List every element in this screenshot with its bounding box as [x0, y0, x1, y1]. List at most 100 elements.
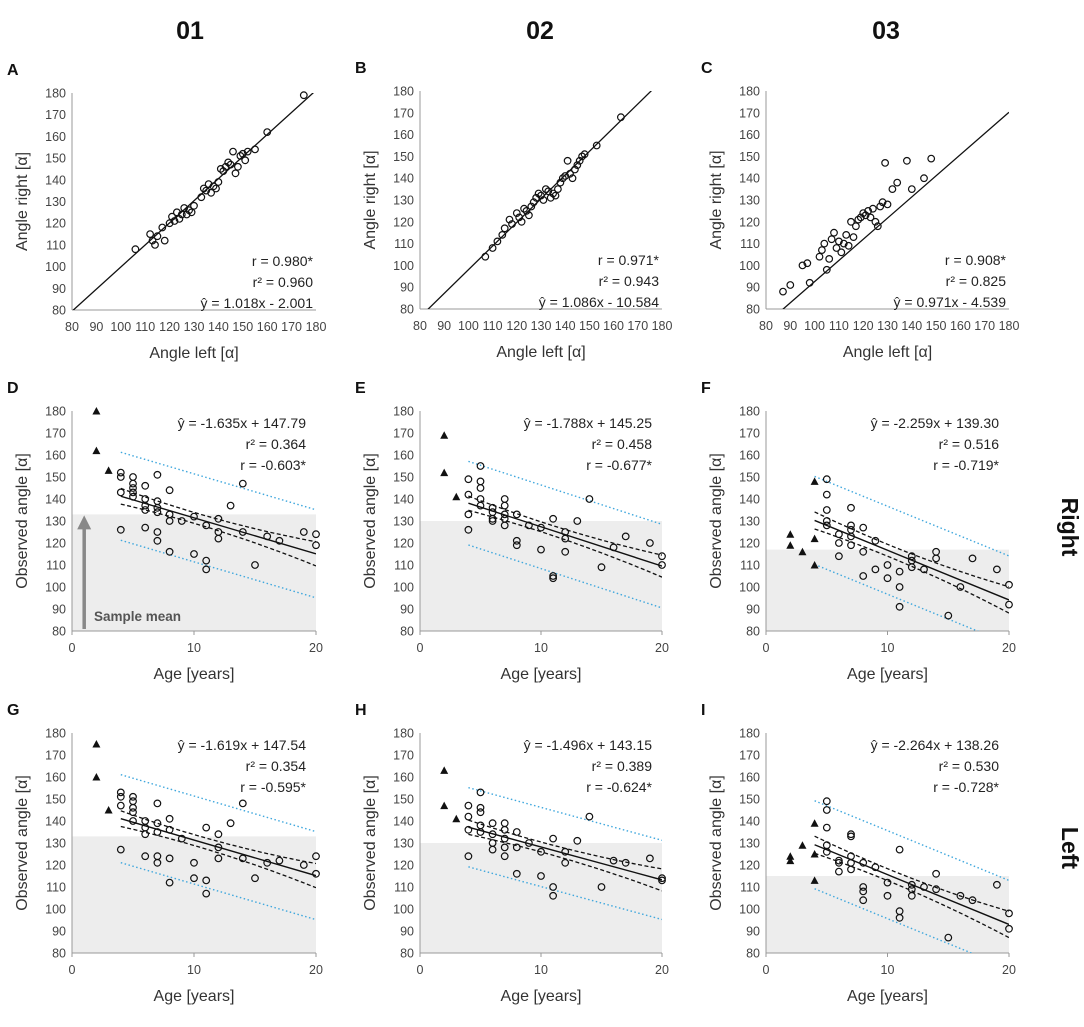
data-point: [500, 510, 509, 519]
data-point: [177, 834, 186, 843]
data-point: [153, 503, 162, 512]
y-tick-label: 130: [393, 837, 414, 851]
panel-label: C: [701, 60, 713, 77]
data-point: [165, 878, 174, 887]
data-point: [236, 151, 245, 160]
y-tick-label: 180: [739, 405, 760, 419]
data-point: [165, 825, 174, 834]
data-point: [832, 244, 841, 252]
data-point: [476, 803, 485, 812]
data-point: [129, 803, 137, 812]
data-point: [878, 198, 887, 207]
data-point: [956, 583, 965, 591]
data-point: [546, 193, 555, 202]
data-point: [871, 863, 880, 872]
data-point: [903, 156, 911, 165]
data-point: [883, 878, 892, 887]
data-point: [141, 506, 150, 514]
y-tick-label: 160: [739, 771, 760, 785]
data-point: [798, 261, 807, 270]
data-point: [551, 191, 560, 200]
y-tick-label: 150: [739, 150, 760, 164]
data-point: [207, 188, 216, 197]
x-tick-label: 0: [417, 641, 424, 655]
data-point: [190, 858, 198, 867]
data-point: [129, 808, 137, 817]
fit-lines: [468, 460, 662, 609]
data-point: [170, 217, 179, 225]
data-point: [498, 230, 507, 239]
data-point: [585, 812, 594, 821]
y-tick-label: 160: [739, 128, 760, 142]
data-point: [493, 237, 502, 246]
data-point: [202, 556, 211, 565]
data-point: [141, 501, 150, 510]
y-tick-label: 130: [45, 195, 66, 209]
data-point: [847, 521, 855, 530]
panel-label: E: [355, 380, 366, 397]
data-point: [815, 252, 824, 261]
y-tick-label: 120: [45, 217, 66, 231]
data-point: [646, 539, 654, 547]
stat-line-1: r = 0.908*: [945, 252, 1007, 268]
x-tick-label: 100: [804, 319, 825, 333]
stat-line-3: r = -0.677*: [586, 457, 652, 473]
data-point: [512, 869, 521, 878]
data-point: [464, 510, 473, 519]
y-tick-label: 130: [739, 194, 760, 208]
data-point: [907, 185, 916, 194]
data-point: [566, 169, 574, 178]
column-header-02: 02: [526, 17, 554, 45]
data-point: [525, 839, 533, 847]
data-point: [854, 215, 863, 224]
data-point: [968, 896, 977, 905]
data-point: [842, 230, 851, 239]
data-points: [786, 475, 1013, 620]
data-point: [299, 861, 308, 869]
data-point: [859, 547, 868, 556]
data-point: [561, 172, 570, 180]
data-point: [847, 852, 855, 861]
data-point: [592, 141, 601, 150]
data-point: [153, 536, 162, 545]
column-header-01: 01: [176, 17, 204, 45]
data-point: [464, 825, 473, 834]
data-point: [476, 788, 485, 797]
data-point: [500, 852, 509, 861]
data-point: [895, 567, 904, 576]
data-point: [214, 534, 223, 543]
data-point: [522, 206, 531, 215]
data-point: [500, 495, 509, 503]
data-points: [481, 113, 625, 261]
stat-line-1: r = 0.971*: [598, 252, 660, 268]
data-point: [312, 530, 320, 539]
y-tick-label: 170: [393, 427, 414, 441]
excluded-point: [92, 740, 101, 748]
data-point: [500, 825, 509, 834]
stat-line-2: r² = 0.825: [946, 273, 1007, 289]
data-point: [575, 156, 584, 165]
data-point: [275, 856, 284, 865]
y-tick-label: 100: [45, 260, 66, 274]
stat-line-3: r = -0.624*: [586, 779, 652, 795]
data-point: [116, 473, 125, 481]
y-tick-label: 90: [746, 925, 760, 939]
sample-mean-arrow-head: [77, 515, 92, 530]
y-tick-label: 170: [739, 749, 760, 763]
x-axis-label: Angle left [α]: [496, 344, 585, 361]
data-point: [822, 521, 831, 530]
data-point: [165, 517, 174, 525]
y-tick-label: 150: [45, 793, 66, 807]
data-point: [554, 185, 562, 194]
data-point: [993, 565, 1001, 574]
data-point: [141, 523, 150, 532]
stat-line-3: ŷ = 1.086x - 10.584: [539, 294, 659, 310]
y-tick-label: 170: [739, 427, 760, 441]
data-point: [160, 236, 169, 245]
data-point: [476, 501, 485, 510]
stat-line-3: ŷ = 0.971x - 4.539: [894, 294, 1007, 310]
y-tick-label: 100: [393, 581, 414, 595]
prediction-band-upper: [120, 773, 316, 833]
data-point: [251, 561, 259, 569]
